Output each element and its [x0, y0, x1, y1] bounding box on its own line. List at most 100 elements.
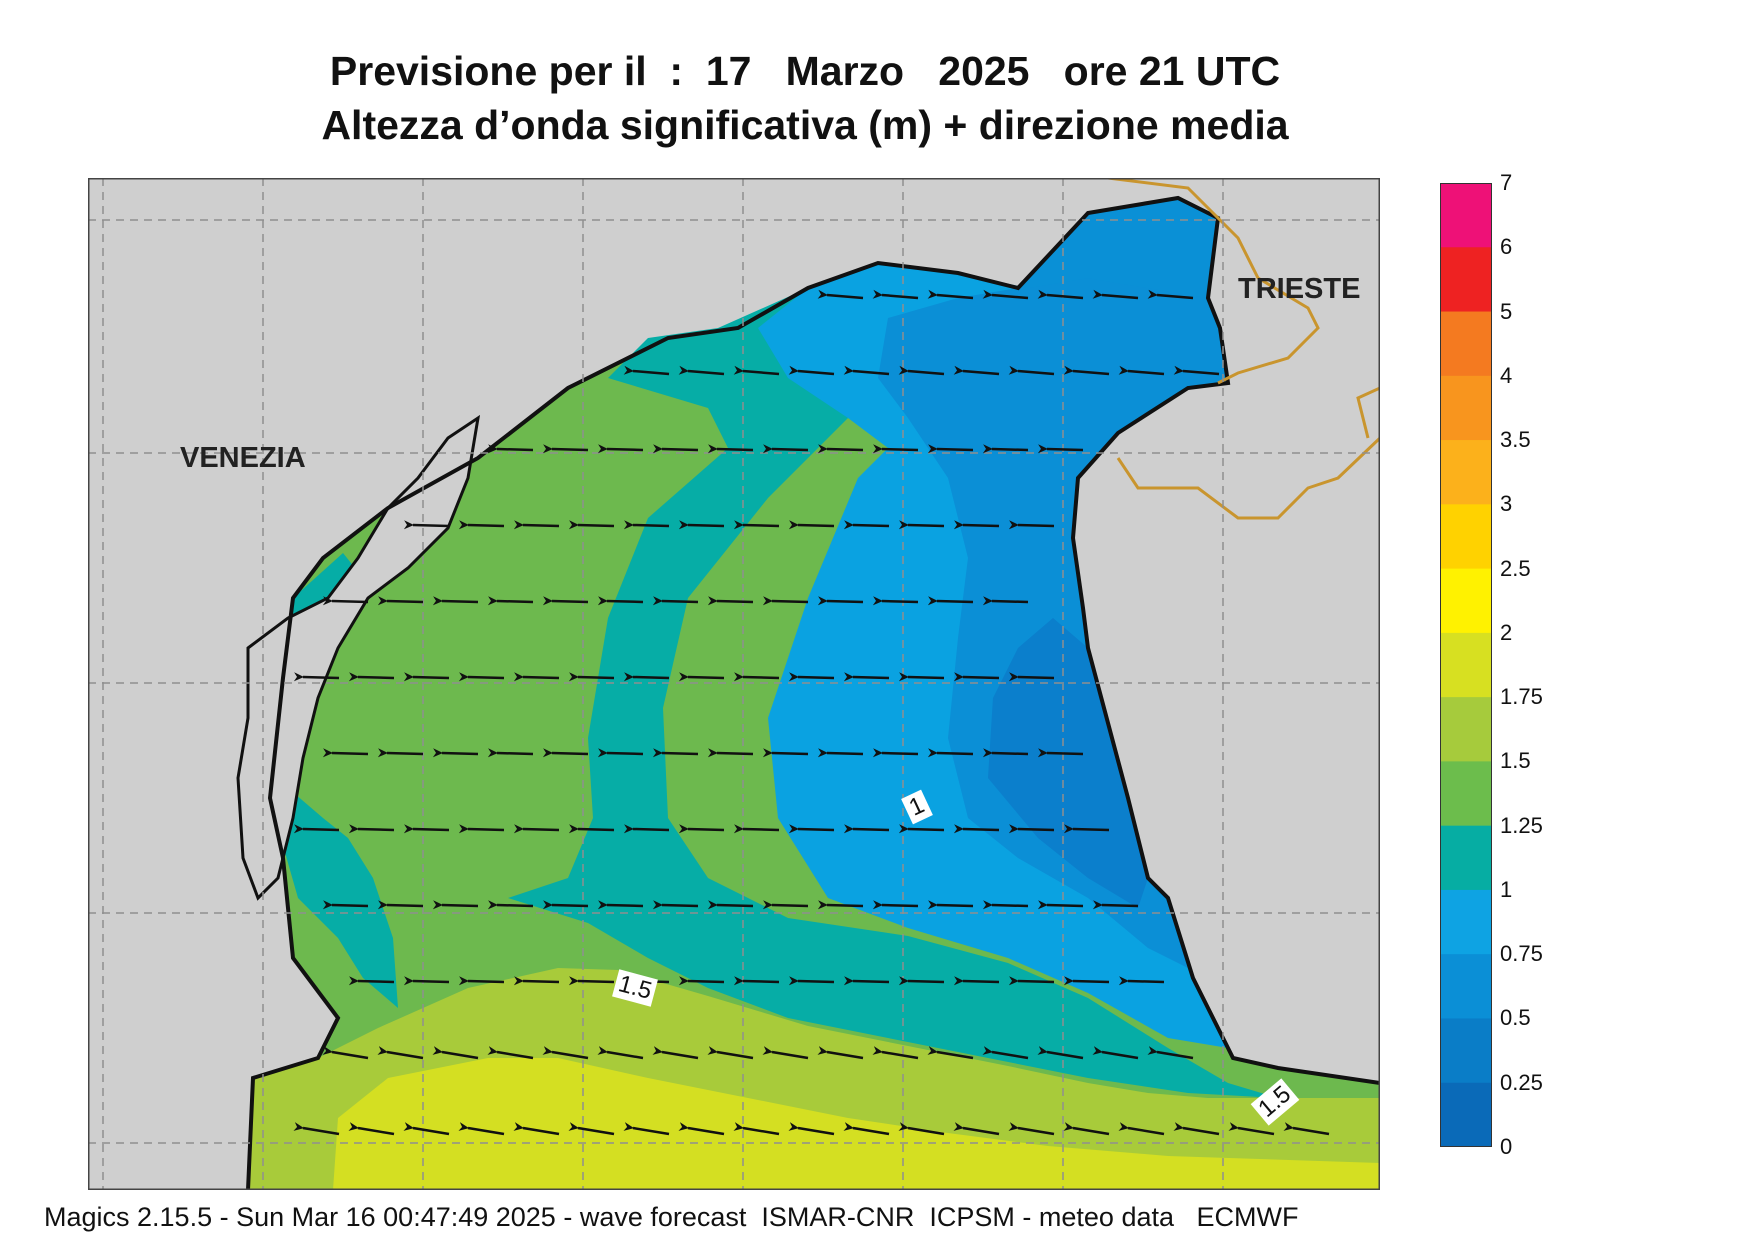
wave-direction-arrow — [788, 824, 835, 834]
colorbar-band — [1440, 825, 1492, 891]
wave-direction-arrow — [733, 672, 780, 682]
wave-direction-arrow — [953, 1122, 1000, 1136]
wave-direction-arrow — [678, 1122, 725, 1136]
wave-direction-arrow — [788, 672, 835, 682]
wave-direction-arrow — [1118, 1122, 1165, 1136]
colorbar-tick-label: 5 — [1500, 298, 1513, 324]
wave-direction-arrow — [982, 748, 1029, 758]
wave-direction-arrow — [707, 1046, 754, 1060]
wave-height-map: 1 1.5 1.5 VENEZIA TRIESTE — [88, 178, 1380, 1190]
map-frame — [88, 178, 1380, 1190]
wave-direction-arrow — [348, 824, 395, 834]
wave-direction-arrow — [403, 672, 450, 682]
wave-direction-arrow — [293, 1122, 340, 1136]
wave-direction-arrow — [843, 976, 890, 986]
wave-direction-arrow — [678, 824, 725, 834]
colorbar-band — [1440, 504, 1492, 570]
city-label-trieste: TRIESTE — [1238, 273, 1361, 305]
wave-direction-arrow — [1092, 1046, 1139, 1060]
wave-direction-arrow — [678, 520, 725, 530]
band-0-5 — [878, 198, 1228, 968]
wave-direction-arrow — [293, 672, 340, 682]
wave-direction-arrow — [623, 672, 670, 682]
wave-direction-arrow — [1228, 1122, 1275, 1136]
wave-direction-arrow — [597, 900, 644, 910]
wave-direction-arrow — [487, 596, 534, 606]
colorbar-tick-label: 0 — [1500, 1134, 1513, 1159]
wave-direction-arrow — [788, 1122, 835, 1136]
coastline — [246, 195, 1380, 1190]
wave-direction-arrow — [927, 444, 974, 454]
wave-direction-arrow — [1147, 289, 1194, 300]
wave-direction-arrow — [1037, 900, 1084, 910]
wave-direction-arrow — [513, 520, 560, 530]
wave-direction-arrow — [568, 520, 615, 530]
wave-direction-arrow — [542, 900, 589, 910]
wave-direction-arrow — [652, 596, 699, 606]
wave-direction-arrow — [872, 289, 919, 300]
wave-direction-arrow — [982, 289, 1029, 300]
wave-direction-arrow — [843, 365, 890, 376]
wave-direction-arrow — [432, 748, 479, 758]
wave-direction-arrow — [322, 1046, 369, 1060]
wave-direction-arrow — [872, 1046, 919, 1060]
wave-direction-arrow — [1063, 976, 1110, 986]
wave-direction-arrow — [377, 748, 424, 758]
wave-direction-arrow — [678, 672, 725, 682]
wave-direction-arrow — [982, 1046, 1029, 1060]
wave-direction-arrow — [1008, 365, 1055, 376]
wave-direction-arrow — [762, 444, 809, 454]
wave-direction-arrow — [1118, 976, 1165, 986]
colorbar-tick-label: 0.25 — [1500, 1069, 1543, 1095]
wave-direction-arrow — [458, 672, 505, 682]
colorbar-tick-label: 6 — [1500, 234, 1513, 260]
wave-direction-arrow — [707, 900, 754, 910]
wave-direction-arrow — [733, 520, 780, 530]
footer-credits: Magics 2.15.5 - Sun Mar 16 00:47:49 2025… — [44, 1202, 1299, 1232]
wave-direction-arrow — [432, 596, 479, 606]
wave-direction-arrow — [817, 1046, 864, 1060]
wave-direction-arrow — [898, 672, 945, 682]
wave-direction-arrow — [953, 365, 1000, 376]
wave-direction-arrow — [788, 976, 835, 986]
wave-direction-arrow — [623, 520, 670, 530]
wave-direction-arrow — [458, 976, 505, 986]
wave-direction-arrow — [597, 748, 644, 758]
colorbar-tick-label: 2.5 — [1500, 555, 1531, 581]
wave-direction-arrow — [293, 824, 340, 834]
wave-direction-arrow — [817, 748, 864, 758]
wave-direction-arrow — [403, 824, 450, 834]
wave-direction-arrow — [872, 444, 919, 454]
wave-direction-arrow — [1008, 976, 1055, 986]
national-border — [1107, 178, 1380, 520]
wave-direction-arrow — [623, 365, 670, 376]
wave-direction-arrow — [707, 748, 754, 758]
wave-direction-arrow — [788, 365, 835, 376]
wave-direction-arrow — [982, 596, 1029, 606]
map-svg — [88, 178, 1380, 1190]
wave-direction-arrow — [322, 748, 369, 758]
colorbar-band — [1440, 568, 1492, 634]
wave-direction-arrow — [542, 748, 589, 758]
wave-direction-arrow — [322, 596, 369, 606]
wave-direction-arrow — [1063, 365, 1110, 376]
wave-direction-arrow — [898, 520, 945, 530]
wave-direction-arrow — [1008, 1122, 1055, 1136]
wave-direction-arrow — [788, 520, 835, 530]
colorbar-tick-label: 3 — [1500, 491, 1513, 517]
wave-direction-arrow — [377, 1046, 424, 1060]
wave-direction-arrow — [403, 520, 450, 530]
wave-direction-arrow — [513, 824, 560, 834]
wave-direction-arrow — [542, 444, 589, 454]
lagoon-land — [236, 414, 481, 901]
wave-direction-arrow — [432, 1046, 479, 1060]
wave-direction-arrow — [487, 900, 534, 910]
wave-direction-arrow — [817, 444, 864, 454]
wave-direction-arrow — [403, 1122, 450, 1136]
wave-direction-arrow — [623, 824, 670, 834]
colorbar-band — [1440, 761, 1492, 827]
wave-direction-arrow — [1008, 520, 1055, 530]
wave-direction-arrow — [817, 596, 864, 606]
wave-direction-arrow — [1092, 289, 1139, 300]
wave-direction-arrow — [513, 1122, 560, 1136]
